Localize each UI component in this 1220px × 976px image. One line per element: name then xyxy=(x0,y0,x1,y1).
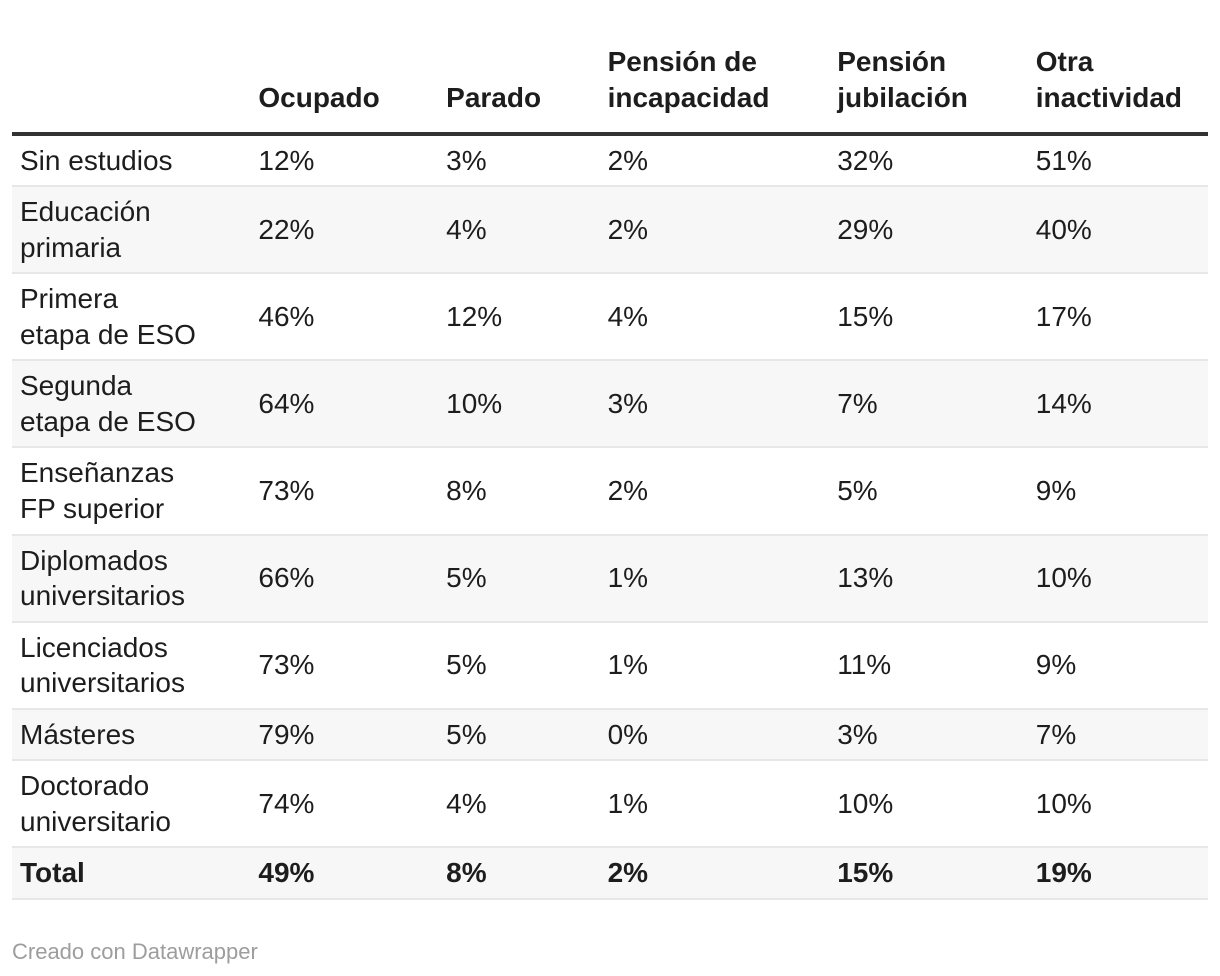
table-row-educacion-primaria: Educación primaria 22% 4% 2% 29% 40% xyxy=(12,185,1208,274)
cell-value: 5% xyxy=(446,620,608,709)
cell-value: 29% xyxy=(837,185,1036,274)
cell-value: 79% xyxy=(258,707,447,761)
cell-value: 3% xyxy=(607,359,838,448)
cell-value: 10% xyxy=(446,359,608,448)
cell-value: 5% xyxy=(446,533,608,622)
row-label: Másteres xyxy=(12,707,259,761)
cell-value: 10% xyxy=(837,759,1036,848)
table-row-licenciados-universitarios: Licenciados universitarios 73% 5% 1% 11%… xyxy=(12,620,1208,709)
table-body: Sin estudios 12% 3% 2% 32% 51% Educación… xyxy=(12,132,1208,900)
cell-value: 32% xyxy=(837,132,1036,187)
column-header-parado: Parado xyxy=(446,0,608,136)
table-row-masteres: Másteres 79% 5% 0% 3% 7% xyxy=(12,707,1208,761)
row-label: Sin estudios xyxy=(12,132,259,187)
cell-value: 1% xyxy=(607,620,838,709)
cell-value: 40% xyxy=(1035,185,1208,274)
cell-value: 73% xyxy=(258,620,447,709)
cell-value: 49% xyxy=(258,846,447,900)
table-header: Ocupado Parado Pensión de incapacidad Pe… xyxy=(12,0,1208,136)
cell-value: 12% xyxy=(258,132,447,187)
table-row-total: Total 49% 8% 2% 15% 19% xyxy=(12,846,1208,900)
column-header-empty xyxy=(12,0,259,136)
row-label: Enseñanzas FP superior xyxy=(12,446,259,535)
table-footer: Creado con Datawrapper xyxy=(12,938,1208,967)
cell-value: 2% xyxy=(607,132,838,187)
data-table-container: Ocupado Parado Pensión de incapacidad Pe… xyxy=(12,0,1208,900)
cell-value: 17% xyxy=(1035,272,1208,361)
cell-value: 3% xyxy=(837,707,1036,761)
row-label: Licenciados universitarios xyxy=(12,620,259,709)
table-row-doctorado-universitario: Doctorado universitario 74% 4% 1% 10% 10… xyxy=(12,759,1208,848)
cell-value: 19% xyxy=(1035,846,1208,900)
cell-value: 46% xyxy=(258,272,447,361)
cell-value: 15% xyxy=(837,846,1036,900)
column-header-ocupado: Ocupado xyxy=(258,0,447,136)
cell-value: 73% xyxy=(258,446,447,535)
table-row-sin-estudios: Sin estudios 12% 3% 2% 32% 51% xyxy=(12,132,1208,187)
cell-value: 2% xyxy=(607,446,838,535)
cell-value: 11% xyxy=(837,620,1036,709)
cell-value: 51% xyxy=(1035,132,1208,187)
column-header-otra-inactividad: Otra inactividad xyxy=(1035,0,1208,136)
cell-value: 0% xyxy=(607,707,838,761)
cell-value: 64% xyxy=(258,359,447,448)
cell-value: 9% xyxy=(1035,620,1208,709)
row-label: Diplomados universitarios xyxy=(12,533,259,622)
cell-value: 4% xyxy=(446,759,608,848)
cell-value: 22% xyxy=(258,185,447,274)
education-employment-table: Ocupado Parado Pensión de incapacidad Pe… xyxy=(12,0,1208,900)
row-label: Primera etapa de ESO xyxy=(12,272,259,361)
cell-value: 1% xyxy=(607,759,838,848)
table-row-diplomados-universitarios: Diplomados universitarios 66% 5% 1% 13% … xyxy=(12,533,1208,622)
cell-value: 2% xyxy=(607,846,838,900)
cell-value: 5% xyxy=(837,446,1036,535)
row-label: Doctorado universitario xyxy=(12,759,259,848)
cell-value: 74% xyxy=(258,759,447,848)
column-header-pension-jubilacion: Pensión jubilación xyxy=(837,0,1036,136)
cell-value: 12% xyxy=(446,272,608,361)
row-label: Segunda etapa de ESO xyxy=(12,359,259,448)
datawrapper-credit-link[interactable]: Creado con Datawrapper xyxy=(12,938,258,964)
header-row: Ocupado Parado Pensión de incapacidad Pe… xyxy=(12,0,1208,136)
column-header-pension-incapacidad: Pensión de incapacidad xyxy=(607,0,838,136)
cell-value: 9% xyxy=(1035,446,1208,535)
cell-value: 8% xyxy=(446,846,608,900)
cell-value: 1% xyxy=(607,533,838,622)
cell-value: 7% xyxy=(1035,707,1208,761)
cell-value: 3% xyxy=(446,132,608,187)
cell-value: 8% xyxy=(446,446,608,535)
cell-value: 4% xyxy=(607,272,838,361)
table-row-segunda-etapa-eso: Segunda etapa de ESO 64% 10% 3% 7% 14% xyxy=(12,359,1208,448)
cell-value: 5% xyxy=(446,707,608,761)
cell-value: 66% xyxy=(258,533,447,622)
cell-value: 10% xyxy=(1035,759,1208,848)
cell-value: 2% xyxy=(607,185,838,274)
row-label: Educación primaria xyxy=(12,185,259,274)
row-label-total: Total xyxy=(12,846,259,900)
cell-value: 4% xyxy=(446,185,608,274)
table-row-primera-etapa-eso: Primera etapa de ESO 46% 12% 4% 15% 17% xyxy=(12,272,1208,361)
cell-value: 10% xyxy=(1035,533,1208,622)
cell-value: 14% xyxy=(1035,359,1208,448)
cell-value: 15% xyxy=(837,272,1036,361)
table-row-ensenanzas-fp-superior: Enseñanzas FP superior 73% 8% 2% 5% 9% xyxy=(12,446,1208,535)
cell-value: 13% xyxy=(837,533,1036,622)
cell-value: 7% xyxy=(837,359,1036,448)
